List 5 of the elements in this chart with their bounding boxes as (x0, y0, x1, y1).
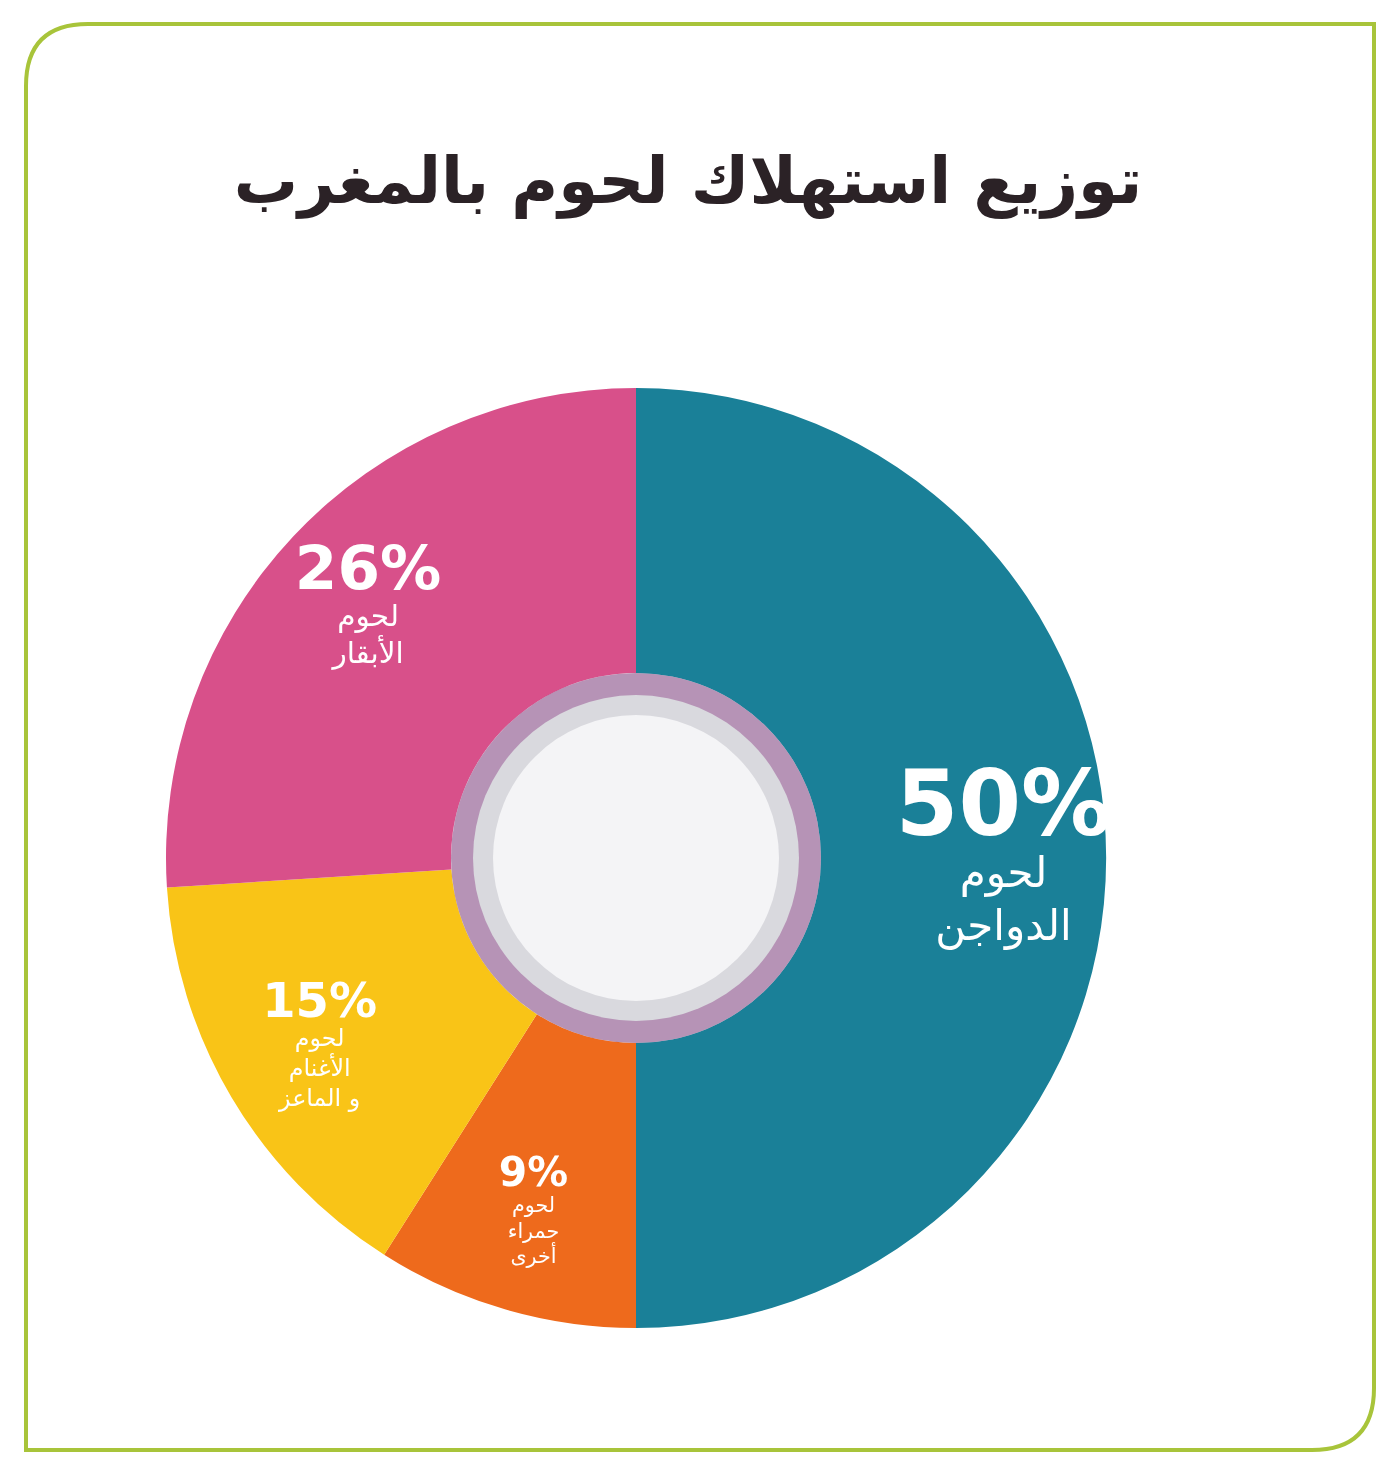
slice-label: لحوم الدواجن (935, 848, 1072, 950)
donut-slice (636, 388, 1106, 1328)
chart-title: توزيع استهلاك لحوم بالمغرب (233, 144, 1143, 219)
donut-slice (166, 388, 636, 888)
donut-slice (384, 1014, 636, 1328)
